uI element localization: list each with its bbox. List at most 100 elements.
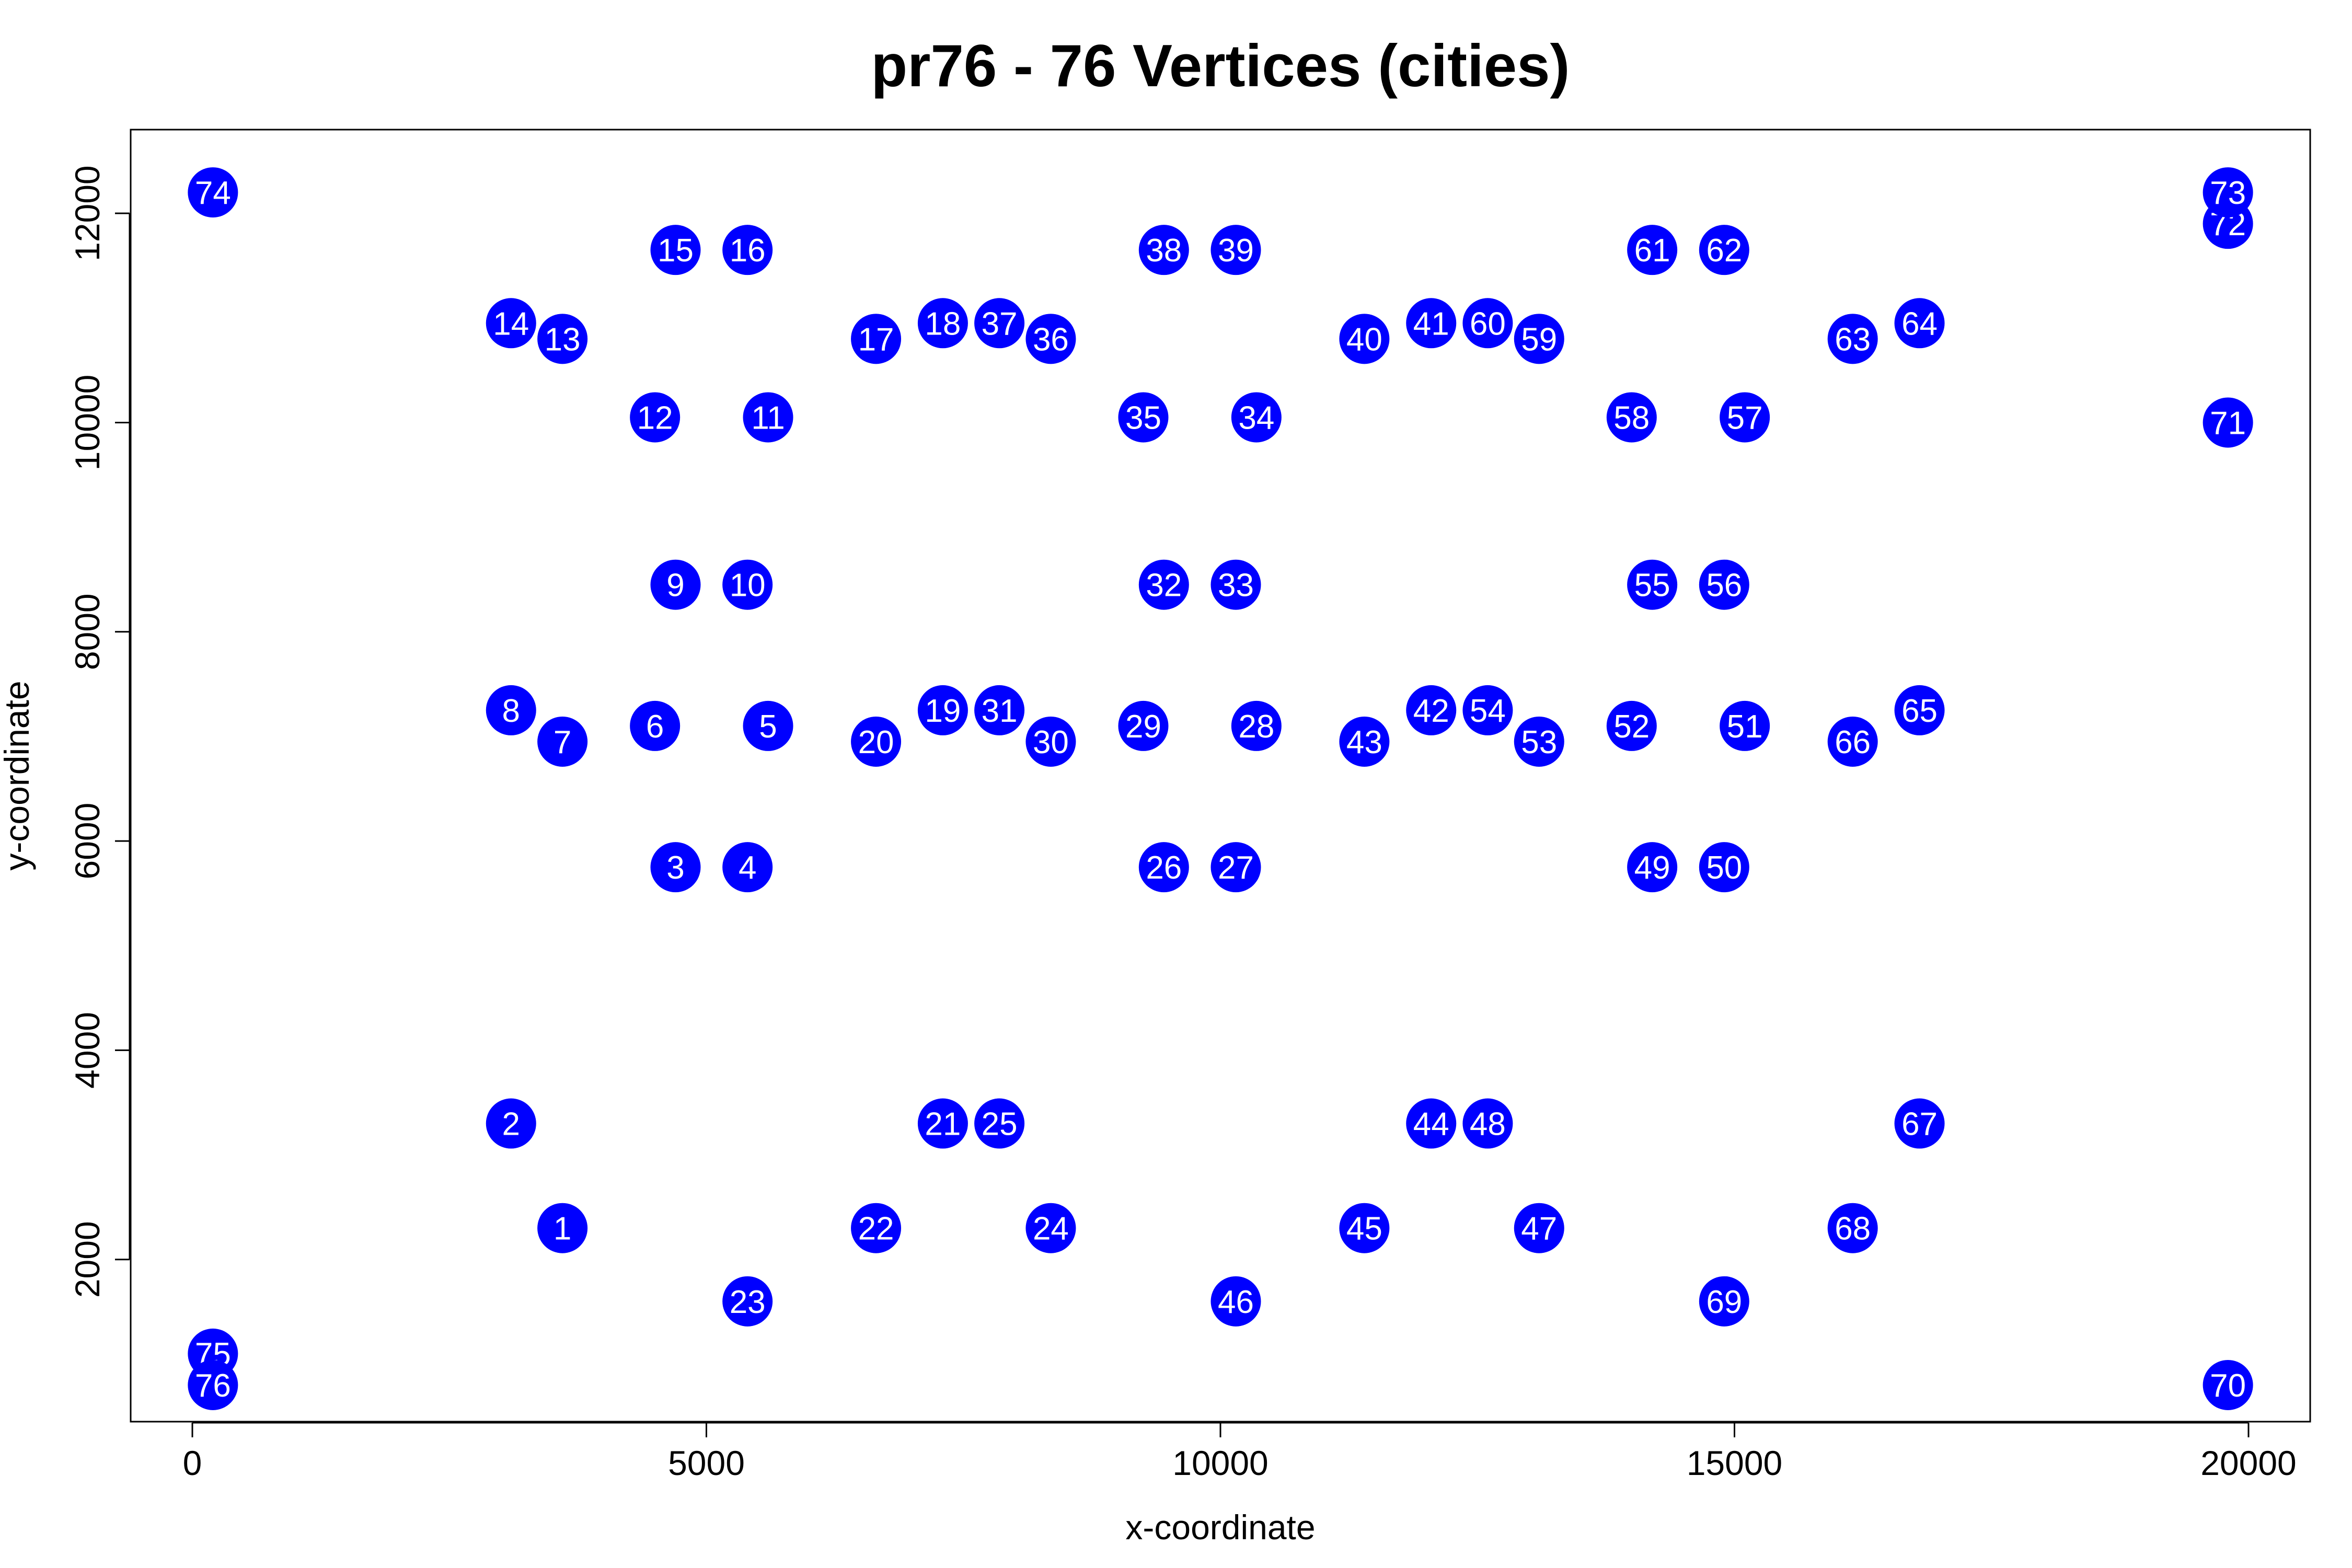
city-marker: [743, 392, 793, 443]
city-marker: [1627, 225, 1678, 275]
city-label: 51: [1727, 709, 1763, 745]
city-marker: [917, 1098, 968, 1149]
city-point-40: 40: [1339, 314, 1390, 364]
city-label: 2: [502, 1106, 520, 1143]
city-point-42: 42: [1406, 685, 1457, 735]
city-label: 43: [1346, 724, 1382, 760]
city-marker: [1406, 685, 1457, 735]
city-marker: [1118, 700, 1169, 751]
city-marker: [188, 1359, 238, 1410]
city-point-47: 47: [1514, 1203, 1564, 1253]
city-point-28: 28: [1231, 700, 1282, 751]
city-marker: [1699, 842, 1749, 893]
city-label: 57: [1727, 400, 1763, 436]
city-marker: [1406, 298, 1457, 349]
city-label: 25: [982, 1106, 1018, 1143]
city-label: 65: [1901, 693, 1938, 729]
city-point-24: 24: [1025, 1203, 1076, 1253]
city-label: 67: [1901, 1106, 1938, 1143]
city-point-21: 21: [917, 1098, 968, 1149]
city-label: 35: [1125, 400, 1161, 436]
city-point-64: 64: [1894, 298, 1945, 349]
city-point-26: 26: [1138, 842, 1189, 893]
city-label: 59: [1521, 321, 1557, 358]
city-label: 27: [1218, 850, 1254, 886]
city-point-57: 57: [1720, 392, 1770, 443]
city-point-61: 61: [1627, 225, 1678, 275]
city-point-11: 11: [743, 392, 793, 443]
city-point-32: 32: [1138, 559, 1189, 610]
city-marker: [1827, 716, 1878, 767]
city-point-67: 67: [1894, 1098, 1945, 1149]
city-point-63: 63: [1827, 314, 1878, 364]
city-point-74: 74: [188, 167, 238, 218]
city-marker: [1827, 314, 1878, 364]
city-point-48: 48: [1462, 1098, 1513, 1149]
city-label: 69: [1706, 1284, 1742, 1320]
city-point-43: 43: [1339, 716, 1390, 767]
city-marker: [1514, 716, 1564, 767]
city-label: 11: [751, 400, 785, 436]
city-marker: [1894, 685, 1945, 735]
city-label: 54: [1470, 693, 1506, 729]
city-label: 37: [982, 306, 1018, 342]
city-point-52: 52: [1606, 700, 1657, 751]
city-label: 60: [1470, 306, 1506, 342]
city-point-10: 10: [722, 559, 773, 610]
city-label: 70: [2210, 1368, 2246, 1404]
x-tick-label: 5000: [668, 1444, 745, 1482]
city-marker: [1339, 314, 1390, 364]
city-marker: [537, 1203, 588, 1253]
city-marker: [1118, 392, 1169, 443]
city-marker: [1210, 842, 1261, 893]
city-label: 63: [1835, 321, 1871, 358]
city-marker: [1606, 700, 1657, 751]
city-marker: [1627, 842, 1678, 893]
y-tick-label: 12000: [68, 165, 107, 261]
city-point-46: 46: [1210, 1276, 1261, 1327]
city-point-17: 17: [851, 314, 902, 364]
city-marker: [486, 1098, 536, 1149]
city-point-65: 65: [1894, 685, 1945, 735]
city-marker: [1514, 1203, 1564, 1253]
city-point-53: 53: [1514, 716, 1564, 767]
city-marker: [722, 225, 773, 275]
city-point-68: 68: [1827, 1203, 1878, 1253]
city-label: 74: [195, 175, 231, 211]
city-label: 15: [658, 233, 694, 269]
x-tick-label: 20000: [2200, 1444, 2297, 1482]
city-marker: [974, 298, 1025, 349]
city-label: 26: [1146, 850, 1182, 886]
city-marker: [1606, 392, 1657, 443]
city-marker: [722, 559, 773, 610]
y-axis: 2000 4000 6000 8000 10000 12000: [68, 165, 131, 1298]
city-point-62: 62: [1699, 225, 1749, 275]
city-point-44: 44: [1406, 1098, 1457, 1149]
city-label: 40: [1346, 321, 1382, 358]
city-label: 52: [1613, 709, 1650, 745]
city-point-69: 69: [1699, 1276, 1749, 1327]
city-marker: [917, 298, 968, 349]
city-point-71: 71: [2203, 397, 2253, 448]
city-label: 21: [925, 1106, 961, 1143]
city-label: 42: [1413, 693, 1449, 729]
city-point-9: 9: [650, 559, 701, 610]
city-marker: [1339, 716, 1390, 767]
city-point-12: 12: [630, 392, 681, 443]
city-marker: [630, 392, 681, 443]
city-marker: [630, 700, 681, 751]
city-point-25: 25: [974, 1098, 1025, 1149]
city-label: 6: [646, 709, 664, 745]
city-point-6: 6: [630, 700, 681, 751]
city-marker: [743, 700, 793, 751]
city-point-56: 56: [1699, 559, 1749, 610]
city-point-13: 13: [537, 314, 588, 364]
city-point-7: 7: [537, 716, 588, 767]
y-tick-label: 6000: [68, 803, 107, 880]
city-point-29: 29: [1118, 700, 1169, 751]
city-label: 9: [666, 568, 684, 604]
city-marker: [1894, 1098, 1945, 1149]
x-tick-label: 0: [183, 1444, 202, 1482]
